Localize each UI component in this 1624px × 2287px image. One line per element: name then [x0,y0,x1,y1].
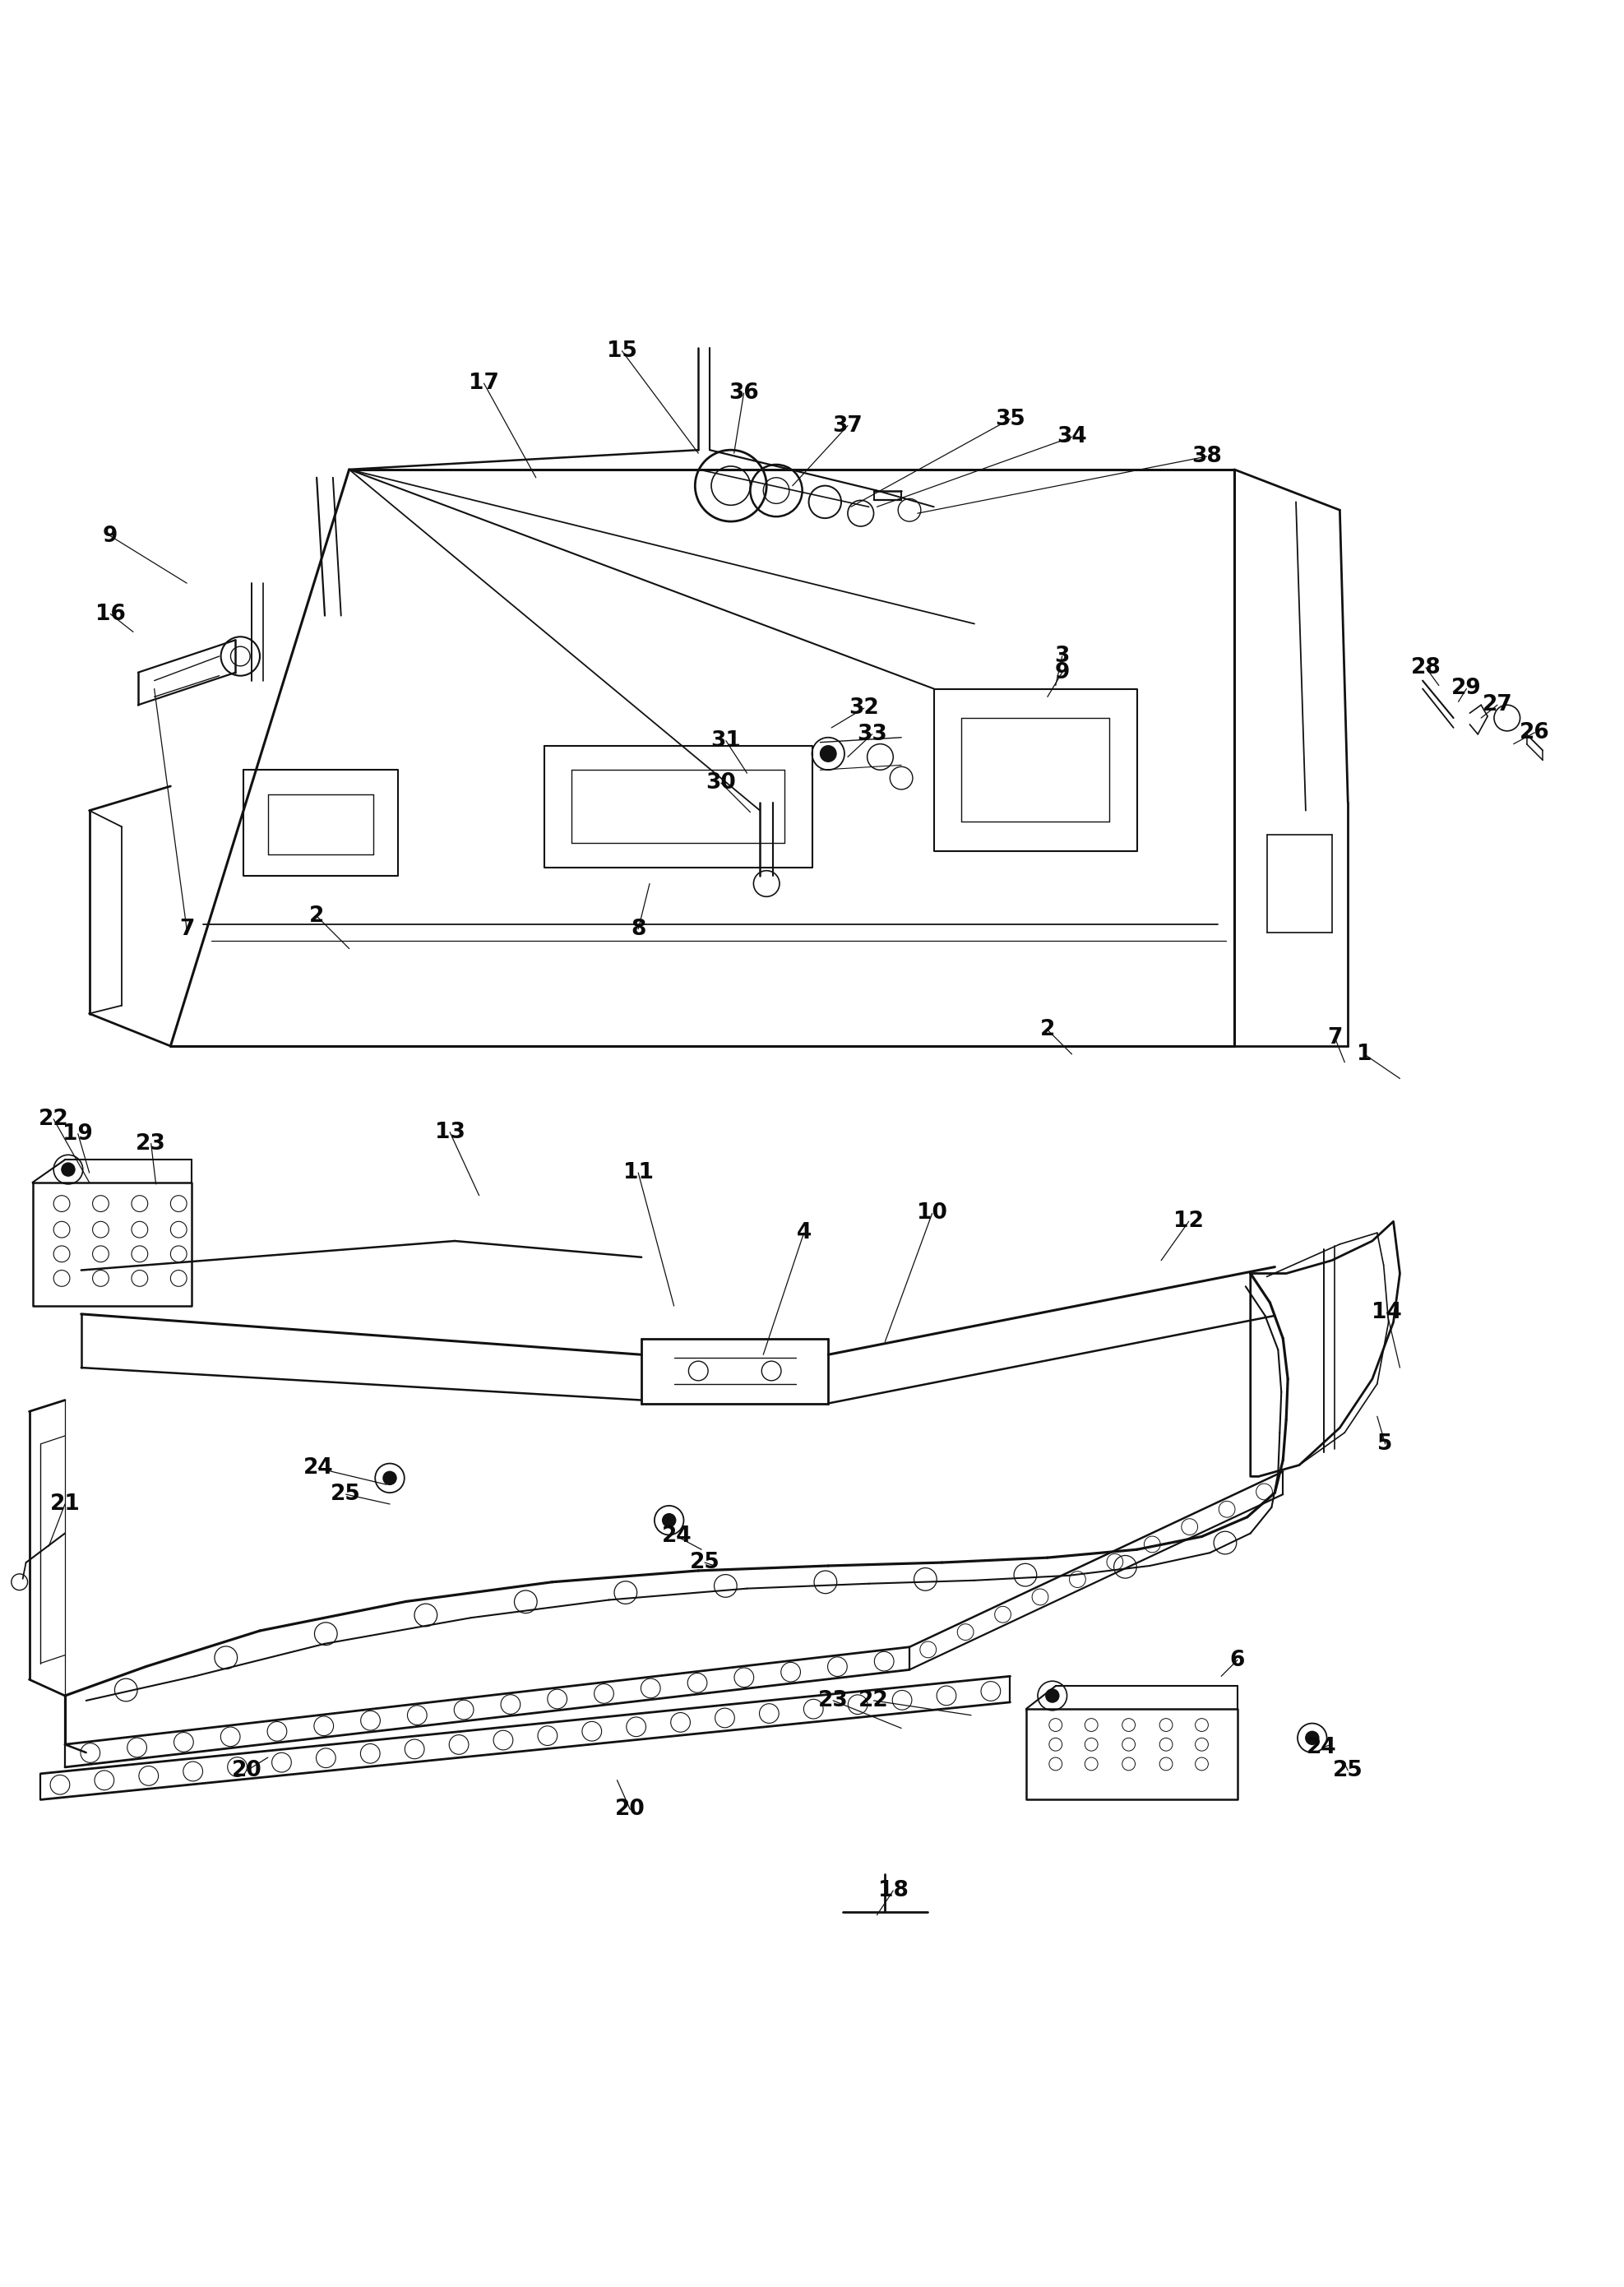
Text: 22: 22 [39,1109,68,1130]
Text: 19: 19 [63,1123,93,1144]
Text: 25: 25 [331,1484,361,1505]
Text: 7: 7 [179,919,195,940]
Text: 20: 20 [232,1759,261,1782]
Text: 7: 7 [1327,1027,1343,1050]
Circle shape [663,1514,676,1528]
Text: 38: 38 [1192,446,1221,467]
Text: 31: 31 [711,730,741,752]
Text: 3: 3 [1054,645,1070,668]
Text: 37: 37 [833,414,862,437]
Text: 20: 20 [615,1798,645,1820]
Text: 8: 8 [630,919,646,940]
Text: 4: 4 [796,1221,812,1244]
Text: 34: 34 [1057,425,1086,448]
Text: 15: 15 [607,341,637,361]
Text: 1: 1 [1356,1043,1372,1066]
Circle shape [383,1471,396,1484]
Text: 12: 12 [1174,1210,1203,1233]
Text: 23: 23 [818,1690,848,1711]
Text: 6: 6 [1229,1649,1246,1672]
Text: 33: 33 [857,723,887,746]
Text: 21: 21 [50,1493,80,1514]
Text: 2: 2 [309,906,325,926]
Text: 29: 29 [1452,677,1481,700]
Text: 36: 36 [729,382,758,405]
Text: 26: 26 [1520,723,1549,743]
Text: 23: 23 [136,1132,166,1155]
Circle shape [1306,1731,1319,1745]
Text: 13: 13 [435,1121,464,1144]
Circle shape [62,1164,75,1176]
Text: 11: 11 [624,1162,653,1182]
Text: 22: 22 [859,1690,888,1711]
Text: 5: 5 [1377,1434,1393,1455]
Text: 25: 25 [690,1553,719,1573]
Text: 27: 27 [1483,695,1512,716]
Text: 18: 18 [879,1880,908,1900]
Text: 10: 10 [918,1203,947,1224]
Text: 35: 35 [996,409,1025,430]
Text: 28: 28 [1411,656,1440,679]
Text: 14: 14 [1372,1301,1402,1324]
Text: 24: 24 [1307,1738,1337,1759]
Circle shape [820,746,836,762]
Text: 9: 9 [102,526,119,547]
Text: 32: 32 [849,698,879,718]
Text: 9: 9 [1054,661,1070,684]
Text: 25: 25 [1333,1759,1363,1782]
Text: 24: 24 [663,1525,692,1548]
Text: 17: 17 [469,373,499,393]
Circle shape [1046,1690,1059,1702]
Text: 30: 30 [706,773,736,794]
Text: 16: 16 [96,604,125,624]
Text: 2: 2 [1039,1020,1056,1041]
Text: 24: 24 [304,1457,333,1480]
